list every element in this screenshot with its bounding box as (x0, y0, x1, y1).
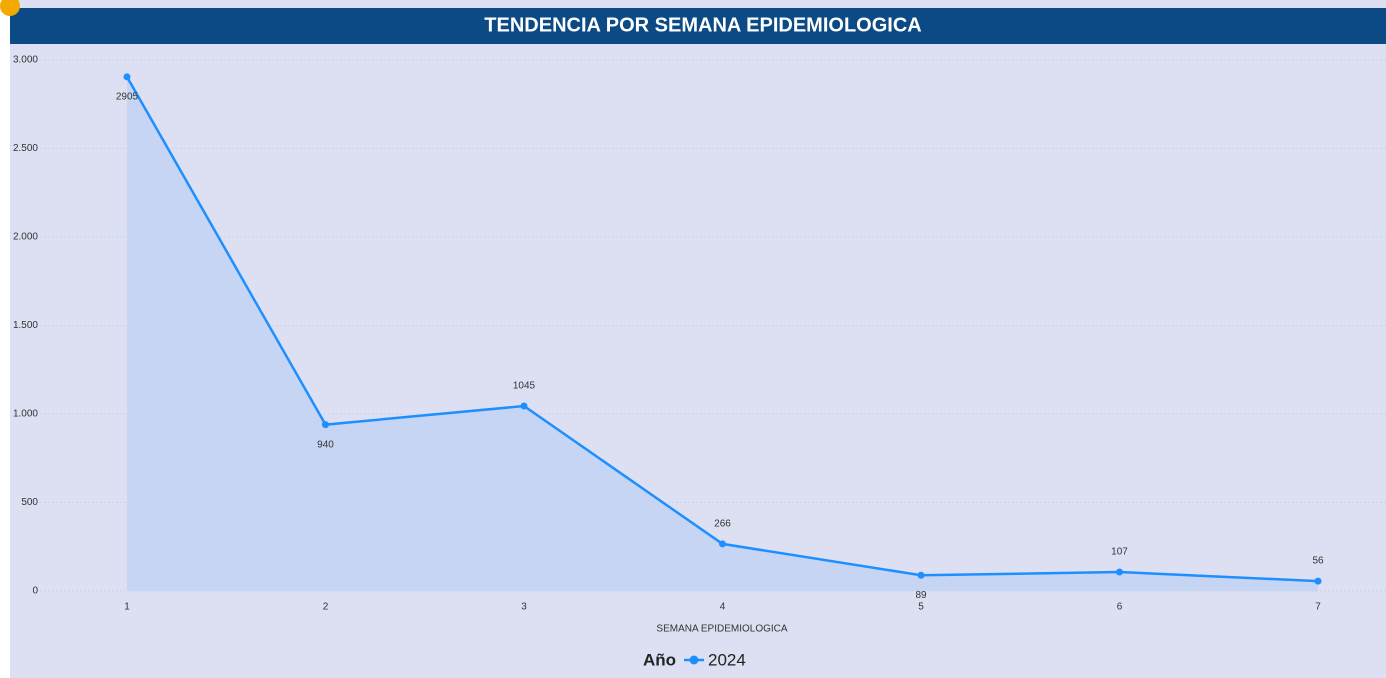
title-bar (10, 8, 1386, 44)
legend-title: Año (643, 650, 676, 669)
data-label: 107 (1111, 547, 1128, 558)
data-label: 940 (317, 439, 334, 450)
logo (0, 0, 20, 16)
data-label: 56 (1312, 556, 1324, 567)
x-tick-label: 4 (720, 602, 726, 613)
y-tick-label: 2.500 (13, 143, 38, 154)
y-tick-label: 3.000 (13, 55, 38, 66)
x-tick-label: 1 (124, 602, 130, 613)
point (917, 571, 925, 579)
y-tick-label: 0 (32, 586, 38, 597)
data-label: 2905 (116, 91, 139, 102)
legend-marker (689, 655, 699, 665)
point (719, 540, 726, 548)
point (1116, 568, 1123, 576)
x-axis-label: SEMANA EPIDEMIOLOGICA (656, 624, 787, 635)
y-tick-label: 2.000 (13, 232, 38, 243)
x-tick-label: 5 (918, 602, 924, 613)
data-label: 1045 (513, 381, 536, 392)
x-tick-label: 3 (521, 602, 527, 613)
y-tick-label: 500 (21, 497, 38, 508)
y-tick-label: 1.000 (13, 409, 38, 420)
legend: Año 2024 (643, 650, 746, 669)
point (123, 73, 131, 81)
data-label: 89 (915, 590, 927, 601)
x-tick-label: 6 (1117, 602, 1123, 613)
x-tick-label: 7 (1315, 602, 1321, 613)
point (1314, 577, 1322, 585)
point (520, 402, 528, 410)
legend-label: 2024 (708, 650, 746, 669)
point (322, 421, 329, 429)
x-tick-label: 2 (323, 602, 329, 613)
y-tick-label: 1.500 (13, 320, 38, 331)
data-label: 266 (714, 519, 731, 530)
chart-title: TENDENCIA POR SEMANA EPIDEMIOLOGICA (484, 14, 921, 36)
area (127, 76, 1318, 591)
